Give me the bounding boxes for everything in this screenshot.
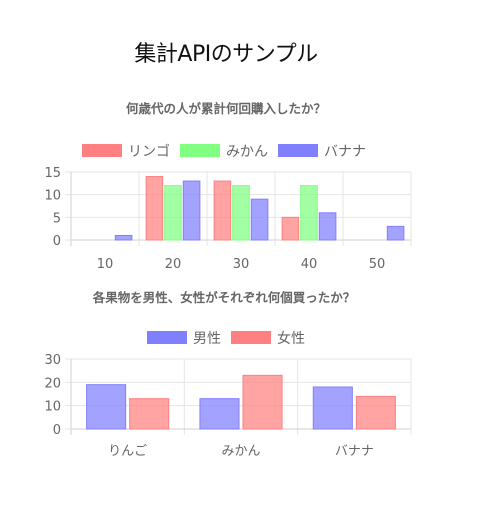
bar-リンゴ-40 — [281, 216, 300, 241]
y-tick-label: 0 — [53, 234, 61, 249]
legend-item-1: みかん — [180, 144, 268, 160]
legend-item-0: 男性 — [147, 331, 221, 347]
bar-バナナ-40 — [318, 212, 337, 241]
y-tick-label: 20 — [44, 376, 61, 391]
page-title: 集計APIのサンプル — [134, 42, 318, 67]
legend-label: みかん — [226, 144, 268, 160]
bar-バナナ-50 — [386, 225, 405, 241]
legend-swatch — [180, 144, 220, 157]
legend: リンゴ みかん バナナ — [82, 143, 366, 160]
y-tick-label: 10 — [44, 400, 61, 415]
x-tick-label: 30 — [233, 257, 250, 272]
bar-みかん-40 — [300, 185, 318, 241]
bar-女性-りんご — [129, 398, 170, 430]
bar-男性-バナナ — [312, 386, 353, 430]
age-purchase-chart: 何歳代の人が累計何回購入したか？ リンゴ みかん バナナ 0 5 10 15 10 20 30 40 5… — [44, 101, 412, 272]
bar-バナナ-30 — [250, 198, 269, 241]
bar-男性-みかん — [199, 398, 240, 430]
y-tick-label: 15 — [44, 166, 61, 181]
legend-label: バナナ — [324, 144, 366, 160]
chart-title: 各果物を男性、女性がそれぞれ何個買ったか？ — [92, 290, 356, 305]
bar-みかん-30 — [232, 185, 250, 241]
bar-バナナ-20 — [182, 180, 201, 241]
bar-男性-りんご — [86, 384, 127, 430]
x-tick-label: りんご — [108, 443, 147, 459]
bar-リンゴ-30 — [213, 180, 232, 241]
x-tick-label: 20 — [165, 257, 182, 272]
legend: 男性 女性 — [147, 330, 305, 347]
chart-title: 何歳代の人が累計何回購入したか？ — [126, 101, 326, 116]
y-tick-label: 0 — [53, 423, 61, 438]
gender-purchase-chart: 各果物を男性、女性がそれぞれ何個買ったか？ 男性 女性 0 10 20 30 りんご みかん バナ… — [44, 290, 412, 459]
legend-swatch — [82, 144, 122, 157]
x-tick-label: 40 — [301, 257, 318, 272]
y-tick-label: 10 — [44, 189, 61, 204]
legend-label: 女性 — [277, 330, 305, 347]
x-tick-label: バナナ — [335, 444, 374, 459]
bar-みかん-20 — [164, 185, 182, 241]
y-tick-label: 5 — [53, 211, 61, 226]
x-tick-label: みかん — [221, 444, 260, 459]
x-tick-label: 10 — [97, 257, 114, 272]
bar-女性-みかん — [242, 374, 283, 430]
legend-item-0: リンゴ — [82, 143, 170, 160]
bar-バナナ-10 — [114, 234, 133, 241]
legend-label: 男性 — [193, 331, 221, 347]
bar-リンゴ-20 — [145, 176, 164, 241]
y-tick-label: 30 — [44, 353, 61, 368]
legend-swatch — [231, 331, 271, 344]
legend-swatch — [278, 144, 318, 157]
x-tick-label: 50 — [369, 257, 386, 272]
bar-女性-バナナ — [355, 395, 396, 430]
legend-item-2: バナナ — [278, 144, 366, 160]
legend-swatch — [147, 331, 187, 344]
legend-item-1: 女性 — [231, 330, 305, 347]
legend-label: リンゴ — [128, 143, 170, 160]
